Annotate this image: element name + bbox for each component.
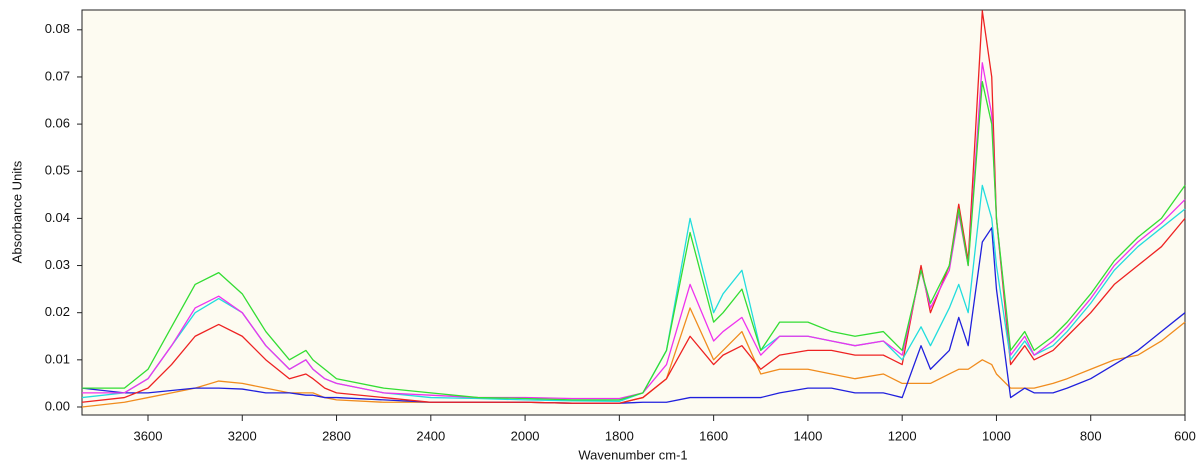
- x-tick-label: 1800: [605, 428, 634, 443]
- x-tick-label: 800: [1080, 428, 1102, 443]
- spectrum-line: [82, 81, 1186, 401]
- y-tick-label: 0.05: [45, 163, 70, 178]
- y-tick-label: 0.01: [45, 351, 70, 366]
- x-tick-label: 3200: [228, 428, 257, 443]
- y-axis-title: Absorbance Units: [9, 160, 24, 263]
- plot-area: [81, 9, 1186, 416]
- y-tick-label: 0.02: [45, 304, 70, 319]
- x-tick-label: 1200: [888, 428, 917, 443]
- x-tick-label: 2000: [511, 428, 540, 443]
- x-tick-label: 1000: [982, 428, 1011, 443]
- y-tick-label: 0.06: [45, 116, 70, 131]
- y-tick-label: 0.04: [45, 210, 70, 225]
- x-tick-label: 3600: [134, 428, 163, 443]
- x-axis-title: Wavenumber cm-1: [578, 447, 687, 462]
- x-tick-label: 1400: [793, 428, 822, 443]
- x-tick-label: 1600: [699, 428, 728, 443]
- spectrum-line: [81, 10, 1186, 404]
- y-tick-label: 0.07: [45, 68, 70, 83]
- y-tick-label: 0.08: [45, 21, 70, 36]
- x-tick-label: 600: [1174, 428, 1196, 443]
- spectrum-line: [81, 227, 1186, 404]
- spectrum-line: [82, 62, 1186, 400]
- y-tick-label: 0.00: [45, 398, 70, 413]
- x-tick-label: 2400: [416, 428, 445, 443]
- y-tick-label: 0.03: [45, 257, 70, 272]
- x-tick-label: 2800: [322, 428, 351, 443]
